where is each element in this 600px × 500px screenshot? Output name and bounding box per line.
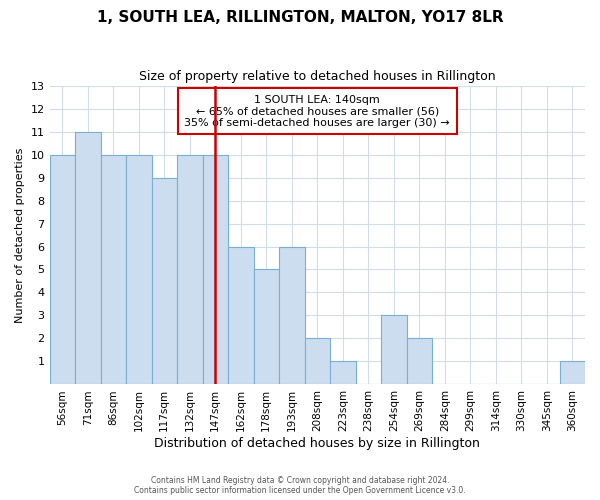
- Bar: [560, 362, 585, 384]
- Bar: [305, 338, 330, 384]
- Text: 1, SOUTH LEA, RILLINGTON, MALTON, YO17 8LR: 1, SOUTH LEA, RILLINGTON, MALTON, YO17 8…: [97, 10, 503, 25]
- Bar: [381, 316, 407, 384]
- Bar: [152, 178, 177, 384]
- Bar: [279, 246, 305, 384]
- X-axis label: Distribution of detached houses by size in Rillington: Distribution of detached houses by size …: [154, 437, 480, 450]
- Bar: [407, 338, 432, 384]
- Y-axis label: Number of detached properties: Number of detached properties: [15, 148, 25, 322]
- Bar: [203, 154, 228, 384]
- Text: Contains HM Land Registry data © Crown copyright and database right 2024.
Contai: Contains HM Land Registry data © Crown c…: [134, 476, 466, 495]
- Bar: [177, 154, 203, 384]
- Text: 1 SOUTH LEA: 140sqm
← 65% of detached houses are smaller (56)
35% of semi-detach: 1 SOUTH LEA: 140sqm ← 65% of detached ho…: [184, 94, 450, 128]
- Bar: [50, 154, 75, 384]
- Bar: [126, 154, 152, 384]
- Bar: [101, 154, 126, 384]
- Bar: [228, 246, 254, 384]
- Title: Size of property relative to detached houses in Rillington: Size of property relative to detached ho…: [139, 70, 496, 83]
- Bar: [330, 362, 356, 384]
- Bar: [75, 132, 101, 384]
- Bar: [254, 270, 279, 384]
